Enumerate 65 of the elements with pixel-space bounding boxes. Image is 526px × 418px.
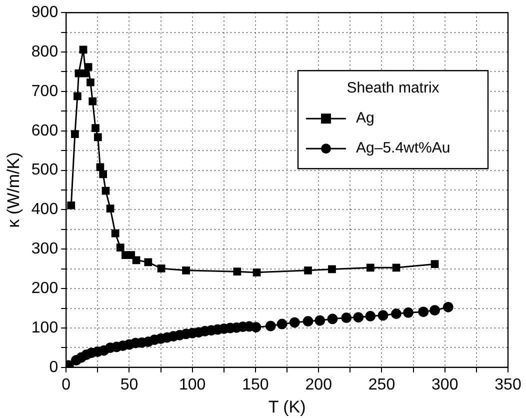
- point: [71, 130, 79, 138]
- point: [328, 265, 336, 274]
- point: [84, 63, 92, 71]
- point: [96, 163, 104, 172]
- x-axis-title: T (K): [268, 397, 306, 416]
- point: [157, 264, 166, 272]
- point: [302, 316, 314, 327]
- point: [378, 310, 388, 321]
- x-tick-label: 0: [62, 376, 71, 394]
- point: [79, 46, 88, 54]
- point: [353, 312, 364, 323]
- point: [252, 268, 261, 276]
- x-tick-label: 250: [368, 376, 396, 394]
- point: [418, 306, 429, 318]
- legend-label: Ag: [356, 110, 374, 127]
- y-tick-label: 500: [31, 162, 58, 179]
- y-tick-label: 900: [31, 4, 58, 22]
- x-tick-label: 350: [494, 376, 522, 394]
- point: [92, 124, 100, 132]
- point: [86, 78, 94, 86]
- point: [392, 264, 400, 272]
- legend-label: Ag–5.4wt%Au: [356, 140, 450, 157]
- legend-title: Sheath matrix: [346, 80, 440, 97]
- y-tick-label: 0: [49, 358, 58, 376]
- point: [250, 322, 262, 332]
- x-tick-label: 100: [179, 376, 206, 394]
- y-tick-label: 100: [31, 319, 58, 336]
- point: [366, 264, 374, 272]
- y-tick-label: 200: [31, 280, 58, 297]
- point: [99, 170, 108, 178]
- point: [314, 315, 326, 326]
- x-tick-label: 150: [242, 376, 269, 394]
- y-tick-label: 700: [31, 82, 58, 100]
- point: [106, 204, 114, 212]
- point: [403, 307, 414, 318]
- point: [74, 92, 82, 100]
- point: [430, 260, 439, 268]
- point: [67, 201, 76, 210]
- point: [265, 320, 276, 332]
- point: [327, 314, 338, 324]
- point: [365, 310, 376, 322]
- point: [94, 133, 102, 142]
- point: [341, 312, 352, 323]
- y-tick-label: 400: [31, 201, 58, 218]
- point: [116, 244, 124, 252]
- y-tick-label: 800: [31, 43, 58, 60]
- point: [233, 268, 242, 276]
- y-tick-label: 600: [31, 122, 58, 140]
- point: [88, 97, 97, 106]
- point: [276, 318, 288, 330]
- point: [430, 304, 440, 316]
- point: [132, 256, 140, 264]
- point: [102, 186, 110, 195]
- point: [289, 317, 300, 328]
- y-axis-title: κ (W/m/K): [4, 152, 23, 228]
- x-tick-label: 50: [120, 376, 138, 394]
- point: [144, 258, 152, 266]
- y-tick-label: 300: [31, 240, 58, 258]
- point: [304, 266, 312, 274]
- point: [182, 266, 190, 274]
- point: [111, 229, 120, 238]
- x-tick-label: 200: [305, 376, 332, 394]
- x-tick-label: 300: [432, 376, 458, 394]
- point: [391, 308, 402, 320]
- point: [442, 302, 454, 312]
